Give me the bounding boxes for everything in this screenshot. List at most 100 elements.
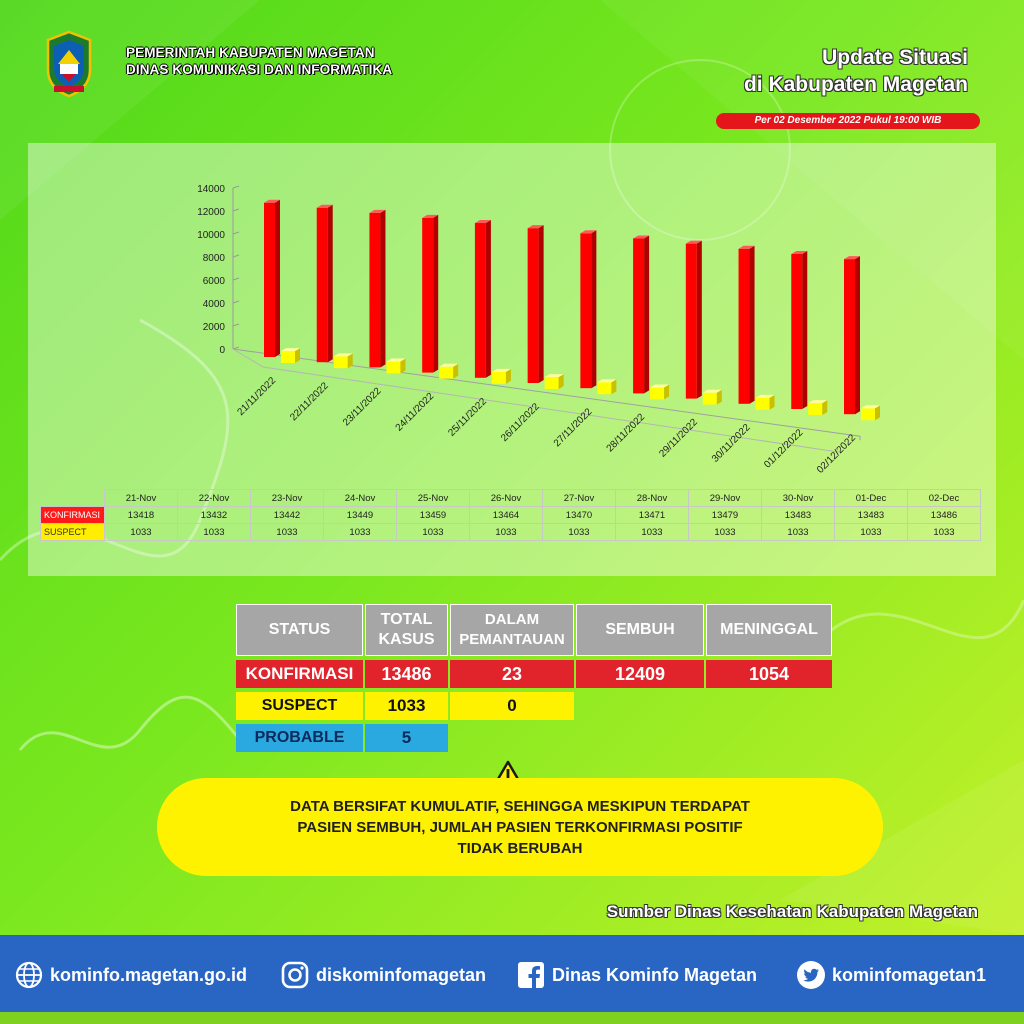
y-axis-tick [232,323,240,327]
data-table-cell: 13479 [688,506,762,524]
bar-konfirmasi-side [644,235,650,394]
y-tick-label: 8000 [203,253,226,264]
bar-suspect-side [400,358,406,374]
bar-konfirmasi-side [433,214,439,373]
update-title: Update Situasi di Kabupaten Magetan [744,44,968,98]
bar-konfirmasi-side [485,220,491,378]
footer-twitter[interactable]: kominfomagetan1 [796,960,986,990]
data-table-row-label: SUSPECT [40,523,105,541]
data-table-cell: 13459 [396,506,470,524]
bar-suspect-top [439,363,459,367]
x-tick-label: 21/11/2022 [235,375,278,418]
bar-suspect-side [716,389,722,405]
x-tick-label: 01/12/2022 [762,427,805,470]
x-tick-label: 29/11/2022 [657,417,700,460]
bar-suspect-side [347,353,353,369]
data-table-cell: 1033 [323,523,397,541]
bar-suspect-side [875,405,880,421]
globe-icon [14,960,44,990]
header-dalam-line1: DALAM [484,611,540,628]
suspect-total: 1033 [365,692,448,720]
bar-konfirmasi-front [316,207,328,363]
facebook-label: Dinas Kominfo Magetan [552,964,758,985]
x-tick-label: 28/11/2022 [605,411,648,454]
data-table-cell: 1033 [250,523,324,541]
bar-suspect-side [558,374,564,389]
y-tick-label: 6000 [203,276,226,287]
bar-konfirmasi-front [474,223,486,378]
bar-suspect-top [597,379,617,383]
bar-suspect-front [650,387,665,400]
y-axis-tick [232,254,240,258]
bar-konfirmasi-front [633,238,645,394]
bar-suspect-side [611,379,617,395]
bar-konfirmasi-top [633,235,650,239]
data-table-cell: 13471 [615,506,689,524]
footer-stripe [0,1012,1024,1024]
data-table-corner [41,490,105,507]
row-label-probable: PROBABLE [236,724,363,752]
y-tick-label: 12000 [197,207,225,218]
bar-suspect-top [702,389,722,393]
bar-konfirmasi-top [527,225,544,229]
bar-suspect-side [664,384,670,400]
data-table-row-label: KONFIRMASI [40,506,105,524]
row-label-suspect: SUSPECT [236,692,363,720]
bar-konfirmasi-front [791,253,803,409]
data-table-cell: 1033 [688,523,762,541]
bar-suspect-front [861,408,875,421]
data-table-cell: 1033 [907,523,981,541]
bar-suspect-top [544,374,564,378]
data-table-column-header: 02-Dec [907,489,981,507]
update-title-line-2: di Kabupaten Magetan [743,73,968,96]
bar-konfirmasi-side [380,209,386,368]
y-tick-label: 4000 [203,299,226,310]
bar-konfirmasi-side [802,250,808,409]
footer-instagram[interactable]: diskominfomagetan [280,960,486,990]
footer-bar [0,935,1024,1024]
bar-konfirmasi-side [327,204,333,363]
organization-name: PEMERINTAH KABUPATEN MAGETAN DINAS KOMUN… [126,44,392,78]
data-table-cell: 13483 [761,506,835,524]
data-table-cell: 13418 [104,506,178,524]
instagram-icon [280,960,310,990]
header-dalam-pemantauan: DALAM PEMANTAUAN [450,604,574,656]
bar-suspect-front [755,397,770,410]
date-badge: Per 02 Desember 2022 Pukul 19:00 WIB [716,113,980,129]
footer-facebook[interactable]: Dinas Kominfo Magetan [516,960,757,990]
twitter-icon [796,960,826,990]
footer-website[interactable]: kominfo.magetan.go.id [14,960,247,990]
data-table-cell: 13432 [177,506,251,524]
bar-konfirmasi-top [474,220,491,224]
bar-konfirmasi-top [316,204,333,208]
bar-suspect-front [702,392,717,405]
bar-suspect-side [295,348,300,363]
bar-konfirmasi-side [275,199,280,357]
bar-konfirmasi-front [685,243,697,399]
bar-konfirmasi-top [580,230,597,234]
data-table-column-header: 26-Nov [469,489,543,507]
bar-suspect-top [386,358,406,362]
data-source: Sumber Dinas Kesehatan Kabupaten Magetan [606,902,978,921]
bar-suspect-side [769,394,775,410]
bar-konfirmasi-front [844,259,855,415]
data-table-header-row: 21-Nov 22-Nov 23-Nov 24-Nov 25-Nov 26-Nov 27-N… [41,489,981,507]
floor-line [232,348,861,441]
data-table-cell: 1033 [104,523,178,541]
header-total-line1: TOTAL [380,611,433,628]
bar-konfirmasi-side [855,256,860,415]
website-label: kominfo.magetan.go.id [50,964,248,985]
data-table-cell: 13470 [542,506,616,524]
bar-konfirmasi-top [844,256,860,260]
x-tick-label: 30/11/2022 [710,422,753,465]
note-line-2: PASIEN SEMBUH, JUMLAH PASIEN TERKONFIRMA… [297,818,743,836]
bar-suspect-front [333,356,348,369]
konfirmasi-total: 13486 [365,660,448,688]
bar-suspect-front [597,382,612,395]
note-line-1: DATA BERSIFAT KUMULATIF, SEHINGGA MESKIP… [290,797,750,815]
bar-konfirmasi-front [369,212,381,368]
bar-konfirmasi-top [738,245,755,249]
bar-konfirmasi-front [422,217,434,373]
bar-suspect-front [439,366,454,379]
bar-suspect-top [808,400,828,404]
